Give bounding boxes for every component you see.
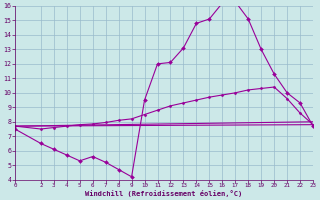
X-axis label: Windchill (Refroidissement éolien,°C): Windchill (Refroidissement éolien,°C) [85,190,243,197]
